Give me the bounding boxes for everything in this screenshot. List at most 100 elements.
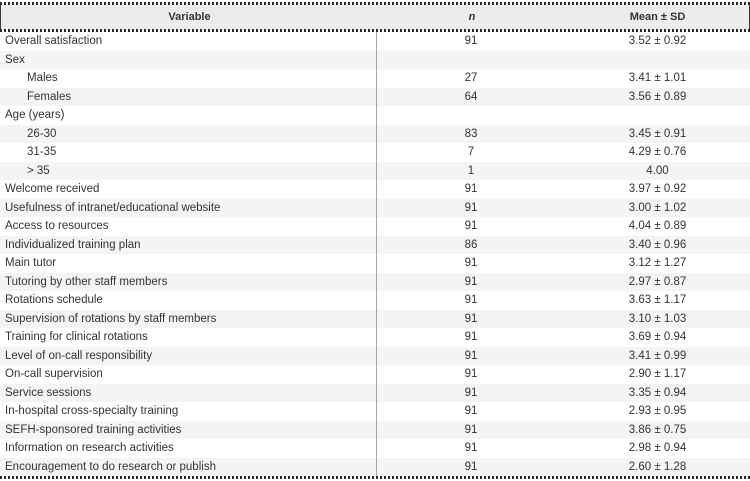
n-cell: 64: [464, 90, 478, 103]
mean-sd-cell: 3.45 ± 0.91: [628, 127, 687, 140]
n-cell: 1: [467, 164, 475, 177]
mean-sd-cell: 2.90 ± 1.17: [628, 368, 687, 381]
mean-sd-cell: 2.98 ± 0.94: [628, 442, 687, 455]
variable-cell: Age (years): [0, 106, 377, 125]
mean-sd-cell: 4.04 ± 0.89: [628, 220, 687, 233]
table-row: In-hospital cross-specialty training 91 …: [0, 402, 750, 421]
table-row: Access to resources 91 4.04 ± 0.89: [0, 217, 750, 236]
mean-sd-cell: 4.29 ± 0.76: [628, 146, 687, 159]
mean-sd-cell: 3.63 ± 1.17: [628, 294, 687, 307]
variable-cell: Welcome received: [0, 180, 377, 199]
n-cell: 91: [464, 423, 478, 436]
mean-sd-cell: 3.86 ± 0.75: [628, 423, 687, 436]
mean-sd-cell: 2.97 ± 0.87: [628, 275, 687, 288]
mean-sd-cell: 3.35 ± 0.94: [628, 386, 687, 399]
mean-sd-cell: 3.52 ± 0.92: [628, 35, 687, 48]
variable-cell: Service sessions: [0, 383, 377, 402]
variable-cell: > 35: [0, 161, 377, 180]
n-cell: 86: [464, 238, 478, 251]
variable-cell: Tutoring by other staff members: [0, 272, 377, 291]
variable-cell: Individualized training plan: [0, 235, 377, 254]
mean-sd-cell: 3.40 ± 0.96: [628, 238, 687, 251]
mean-sd-cell: [565, 51, 750, 70]
variable-cell: Overall satisfaction: [0, 32, 377, 51]
header-separator-border: [0, 29, 750, 32]
n-cell: [377, 51, 565, 70]
table-top-border: [0, 2, 750, 5]
mean-sd-cell: 3.97 ± 0.92: [628, 183, 687, 196]
n-cell: 91: [464, 257, 478, 270]
table-row: > 35 1 4.00: [0, 161, 750, 180]
mean-sd-cell: 3.12 ± 1.27: [628, 257, 687, 270]
variable-cell: Access to resources: [0, 217, 377, 236]
table-row: On-call supervision 91 2.90 ± 1.17: [0, 365, 750, 384]
n-cell: [377, 106, 565, 125]
mean-sd-cell: [565, 106, 750, 125]
table-body: Overall satisfaction 91 3.52 ± 0.92 Sex …: [0, 32, 750, 476]
n-cell: 27: [464, 72, 478, 85]
n-cell: 7: [467, 146, 475, 159]
table-row: 31-35 7 4.29 ± 0.76: [0, 143, 750, 162]
table-row: Usefulness of intranet/educational websi…: [0, 198, 750, 217]
table-row: Individualized training plan 86 3.40 ± 0…: [0, 235, 750, 254]
variable-cell: 26-30: [0, 124, 377, 143]
table-row: Welcome received 91 3.97 ± 0.92: [0, 180, 750, 199]
variable-cell: Level of on-call responsibility: [0, 346, 377, 365]
n-cell: 91: [464, 183, 478, 196]
variable-cell: Usefulness of intranet/educational websi…: [0, 198, 377, 217]
n-cell: 91: [464, 312, 478, 325]
variable-cell: SEFH-sponsored training activities: [0, 420, 377, 439]
table-row: Sex: [0, 50, 750, 70]
variable-cell: Females: [0, 87, 377, 106]
table-row: Tutoring by other staff members 91 2.97 …: [0, 272, 750, 291]
variable-cell: Supervision of rotations by staff member…: [0, 309, 377, 328]
n-cell: 91: [464, 331, 478, 344]
mean-sd-cell: 3.69 ± 0.94: [628, 331, 687, 344]
mean-sd-cell: 4.00: [646, 164, 669, 177]
table-row: Information on research activities 91 2.…: [0, 439, 750, 458]
variable-cell: On-call supervision: [0, 365, 377, 384]
n-cell: 83: [464, 127, 478, 140]
table-row: Females 64 3.56 ± 0.89: [0, 87, 750, 106]
variable-cell: Rotations schedule: [0, 291, 377, 310]
table-row: Main tutor 91 3.12 ± 1.27: [0, 254, 750, 273]
n-cell: 91: [464, 349, 478, 362]
column-header-mean-sd: Mean ± SD: [629, 11, 686, 23]
variable-cell: Males: [0, 69, 377, 88]
table-bottom-border: [0, 476, 750, 479]
table-header-row: Variable n Mean ± SD: [0, 5, 750, 29]
n-cell: 91: [464, 35, 478, 48]
table-row: Encouragement to do research or publish …: [0, 457, 750, 476]
n-cell: 91: [464, 201, 478, 214]
variable-cell: 31-35: [0, 143, 377, 162]
n-cell: 91: [464, 405, 478, 418]
mean-sd-cell: 3.56 ± 0.89: [628, 90, 687, 103]
column-header-variable: Variable: [168, 11, 211, 23]
mean-sd-cell: 3.41 ± 0.99: [628, 349, 687, 362]
n-cell: 91: [464, 220, 478, 233]
table-row: Age (years): [0, 106, 750, 125]
n-cell: 91: [464, 294, 478, 307]
mean-sd-cell: 3.41 ± 1.01: [628, 72, 687, 85]
table-row: Overall satisfaction 91 3.52 ± 0.92: [0, 32, 750, 51]
n-cell: 91: [464, 386, 478, 399]
table-row: Rotations schedule 91 3.63 ± 1.17: [0, 291, 750, 310]
table-row: Supervision of rotations by staff member…: [0, 309, 750, 328]
n-cell: 91: [464, 368, 478, 381]
variable-cell: Main tutor: [0, 254, 377, 273]
variable-cell: Information on research activities: [0, 439, 377, 458]
mean-sd-cell: 3.00 ± 1.02: [628, 201, 687, 214]
variable-cell: Training for clinical rotations: [0, 328, 377, 347]
mean-sd-cell: 3.10 ± 1.03: [628, 312, 687, 325]
mean-sd-cell: 2.93 ± 0.95: [628, 405, 687, 418]
variable-cell: In-hospital cross-specialty training: [0, 402, 377, 421]
mean-sd-cell: 2.60 ± 1.28: [628, 460, 687, 473]
variable-cell: Encouragement to do research or publish: [0, 457, 377, 476]
variable-cell: Sex: [0, 50, 377, 69]
table-row: Service sessions 91 3.35 ± 0.94: [0, 383, 750, 402]
table-row: SEFH-sponsored training activities 91 3.…: [0, 420, 750, 439]
table-row: Level of on-call responsibility 91 3.41 …: [0, 346, 750, 365]
n-cell: 91: [464, 275, 478, 288]
column-header-n: n: [468, 11, 476, 23]
